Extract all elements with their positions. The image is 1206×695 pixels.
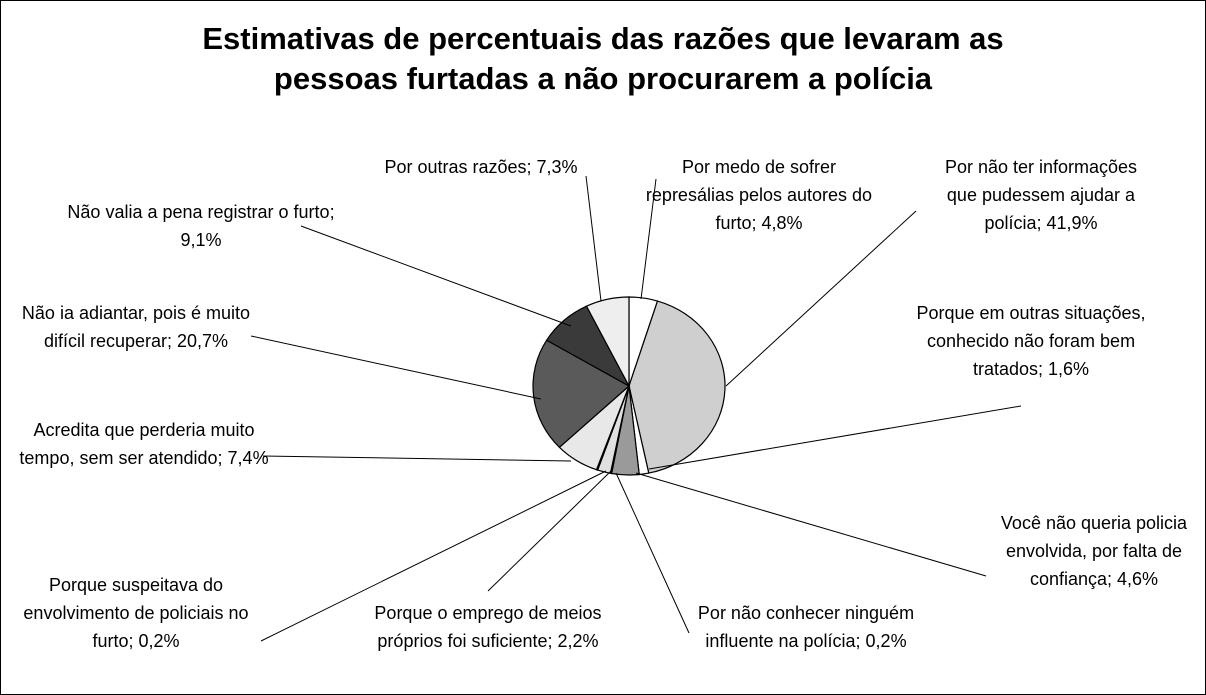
- value-label: 4,8%: [761, 213, 803, 233]
- category-label: Porque suspeitava do envolvimento de pol…: [23, 575, 249, 651]
- pie-slice: [532, 339, 631, 449]
- category-label: Não valia a pena registrar o furto;: [67, 202, 335, 222]
- leader-line: [648, 405, 1022, 470]
- value-label: 20,7%: [177, 331, 229, 351]
- leader-line: [300, 225, 572, 327]
- pie-slice: [628, 300, 726, 474]
- leader-line: [260, 470, 607, 642]
- value-label: 7,4%: [227, 448, 269, 468]
- slice-label: Por não ter informações que pudessem aju…: [941, 153, 1141, 237]
- leader-line: [487, 470, 612, 592]
- leader-line: [635, 472, 987, 577]
- value-label: 0,2%: [865, 631, 907, 651]
- slice-label: Porque em outras situações, conhecido nã…: [916, 299, 1146, 383]
- value-label: 9,1%: [180, 230, 222, 250]
- slice-label: Você não queria policia envolvida, por f…: [989, 509, 1199, 593]
- slice-label: Por não conhecer ninguém influente na po…: [681, 599, 931, 655]
- value-label: 2,2%: [557, 631, 599, 651]
- category-label: Acredita que perderia muito tempo, sem s…: [19, 420, 255, 468]
- value-label: 4,6%: [1117, 569, 1159, 589]
- category-label: Por outras razões;: [384, 157, 532, 177]
- category-label: Porque o emprego de meios próprios foi s…: [374, 603, 602, 651]
- value-label: 1,6%: [1048, 359, 1090, 379]
- slice-label: Acredita que perderia muito tempo, sem s…: [9, 416, 279, 472]
- slice-label: Não valia a pena registrar o furto; 9,1%: [66, 198, 336, 254]
- slice-label: Por medo de sofrer represálias pelos aut…: [644, 153, 874, 237]
- leader-line: [725, 210, 917, 387]
- slice-label: Por outras razões; 7,3%: [371, 153, 591, 181]
- category-label: Por não ter informações que pudessem aju…: [944, 157, 1138, 233]
- chart-title: Estimativas de percentuais das razões qu…: [202, 21, 1004, 96]
- category-label: Por não conhecer ninguém influente na po…: [697, 603, 915, 651]
- category-label: Por medo de sofrer represálias pelos aut…: [645, 157, 873, 233]
- leader-line: [262, 455, 572, 462]
- slice-label: Não ia adiantar, pois é muito difícil re…: [11, 299, 261, 355]
- leader-line: [250, 335, 542, 400]
- value-label: 41,9%: [1046, 213, 1098, 233]
- category-label: Você não queria policia envolvida, por f…: [1000, 513, 1188, 589]
- leader-line: [640, 178, 657, 300]
- category-label: Porque em outras situações, conhecido nã…: [916, 303, 1146, 379]
- leader-line: [585, 175, 602, 302]
- pie-slice: [585, 296, 630, 387]
- slice-label: Porque o emprego de meios próprios foi s…: [363, 599, 613, 655]
- value-label: 7,3%: [536, 157, 578, 177]
- category-label: Não ia adiantar, pois é muito difícil re…: [21, 303, 251, 351]
- slice-label: Porque suspeitava do envolvimento de pol…: [4, 571, 269, 655]
- leader-line: [615, 472, 690, 634]
- value-label: 0,2%: [138, 631, 180, 651]
